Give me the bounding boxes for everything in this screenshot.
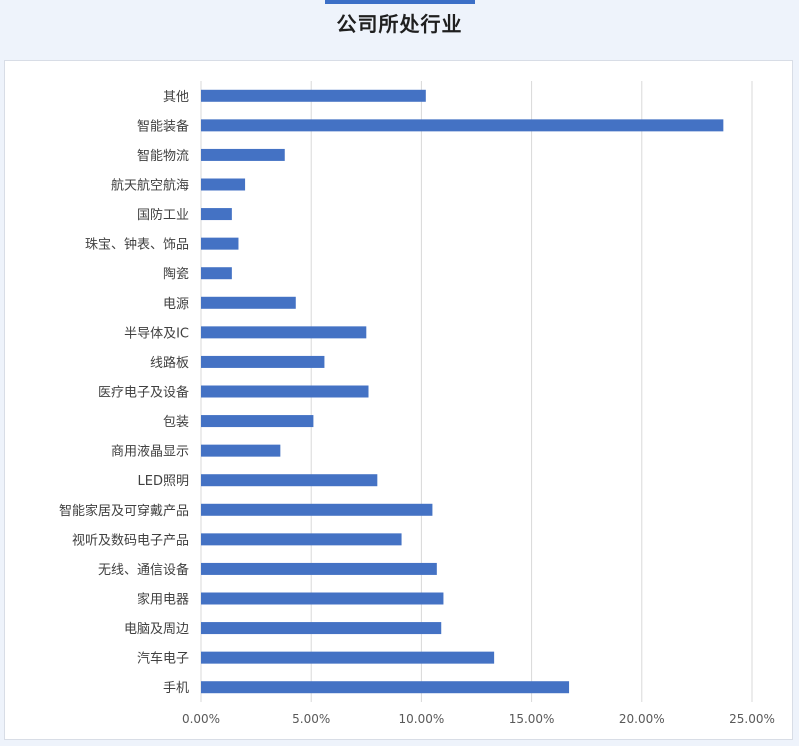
category-labels: 手机 汽车电子 电脑及周边 家用电器 无线、通信设备 视听及数码电子产品 智能家居及可穿戴产… — [59, 90, 189, 696]
category-label: 半导体及IC — [124, 326, 189, 341]
bar-chart: 手机 汽车电子 电脑及周边 家用电器 无线、通信设备 视听及数码电子产品 智能家居及可穿戴产… — [59, 81, 775, 726]
bar — [201, 415, 314, 428]
bar — [201, 237, 239, 250]
category-label: 手机 — [163, 681, 189, 696]
category-label: 视听及数码电子产品 — [72, 533, 189, 548]
category-label: 国防工业 — [137, 207, 189, 223]
bar — [201, 651, 495, 664]
category-label: 电脑及周边 — [124, 622, 189, 637]
bar — [201, 267, 232, 280]
bar — [201, 355, 325, 368]
x-tick-label: 15.00% — [509, 712, 555, 726]
bar — [201, 208, 232, 221]
bar — [201, 385, 369, 398]
bar — [201, 681, 570, 694]
category-label: 医疗电子及设备 — [98, 385, 189, 401]
bar — [201, 562, 437, 575]
bar — [201, 326, 367, 339]
category-label: 电源 — [163, 297, 189, 312]
category-label: 智能装备 — [137, 118, 189, 134]
x-tick-label: 20.00% — [619, 712, 665, 726]
category-label: LED照明 — [138, 474, 189, 489]
category-label: 航天航空航海 — [111, 178, 189, 194]
bar — [201, 533, 402, 546]
header-accent-bar — [325, 0, 475, 4]
x-tick-label: 5.00% — [292, 712, 330, 726]
category-label: 商用液晶显示 — [111, 445, 189, 460]
bar — [201, 622, 442, 635]
bar — [201, 119, 724, 132]
bar — [201, 592, 444, 605]
category-label: 包装 — [163, 415, 189, 430]
category-label: 陶瓷 — [163, 266, 189, 282]
x-tick-label: 0.00% — [182, 712, 220, 726]
category-label: 其他 — [163, 90, 189, 105]
category-label: 汽车电子 — [137, 651, 189, 667]
bar — [201, 89, 426, 102]
page-title: 公司所处行业 — [336, 12, 463, 36]
bar — [201, 148, 285, 161]
bar — [201, 474, 378, 487]
chart-panel: 手机 汽车电子 电脑及周边 家用电器 无线、通信设备 视听及数码电子产品 智能家居及可穿戴产… — [4, 60, 793, 740]
x-tick-label: 25.00% — [729, 712, 775, 726]
category-label: 智能物流 — [137, 149, 189, 164]
bar — [201, 444, 281, 457]
bar — [201, 296, 296, 309]
bars — [201, 89, 724, 694]
category-label: 无线、通信设备 — [98, 562, 189, 578]
category-label: 智能家居及可穿戴产品 — [59, 503, 189, 519]
bar — [201, 178, 246, 191]
category-label: 线路板 — [150, 355, 189, 371]
category-label: 珠宝、钟表、饰品 — [85, 237, 189, 253]
category-label: 家用电器 — [137, 592, 189, 608]
bar — [201, 503, 433, 516]
x-tick-labels: 0.00% 5.00% 10.00% 15.00% 20.00% 25.00% — [182, 712, 775, 726]
x-tick-label: 10.00% — [399, 712, 445, 726]
